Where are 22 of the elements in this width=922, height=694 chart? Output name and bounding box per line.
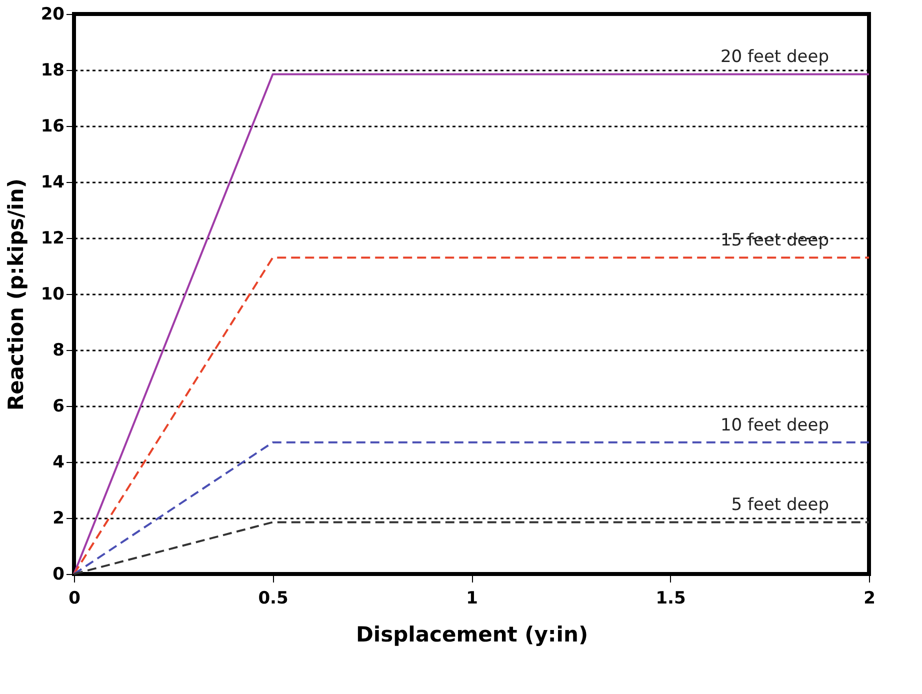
y-tick-label: 0 [52,564,65,584]
x-tick-label: 0 [68,588,81,608]
x-tick-label: 0.5 [258,588,288,608]
y-tick-label: 6 [52,396,64,416]
x-tick-label: 1 [466,588,478,608]
y-tick-label: 14 [40,172,65,192]
y-tick-label: 20 [40,4,65,24]
x-tick-label: 2 [864,588,876,608]
x-tick-label: 1.5 [656,588,686,608]
y-tick-label: 18 [40,60,64,80]
y-tick-label: 2 [52,508,64,528]
y-axis-title: Reaction (p:kips/in) [4,178,28,411]
y-tick-label: 16 [40,116,64,136]
series-label: 15 feet deep [720,230,829,251]
y-tick-label: 12 [40,228,64,248]
y-tick-label: 4 [52,452,65,472]
y-tick-label: 8 [52,340,64,360]
series-label: 10 feet deep [720,415,829,436]
series-label: 20 feet deep [720,47,829,68]
x-axis-title: Displacement (y:in) [356,622,588,646]
y-tick-label: 10 [40,284,65,304]
series-label: 5 feet deep [731,495,829,516]
